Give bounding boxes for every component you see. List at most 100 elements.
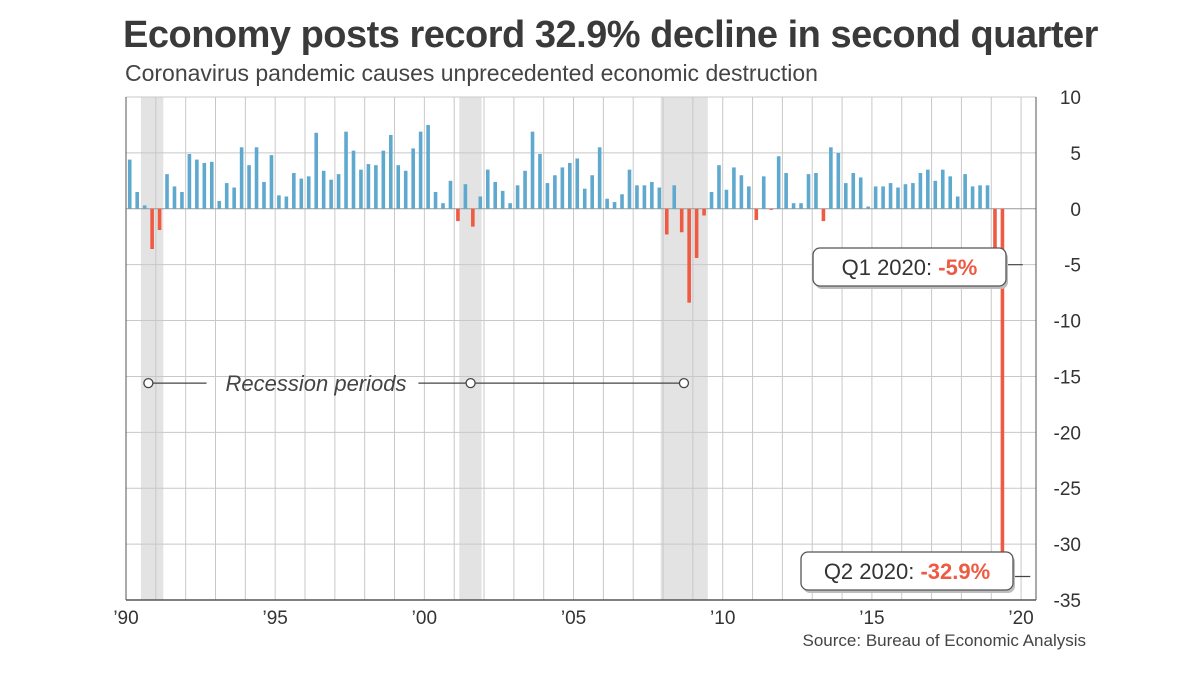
- gdp-bar: [597, 147, 602, 209]
- gdp-bar: [262, 181, 266, 209]
- gdp-bar: [963, 174, 967, 209]
- gdp-bar: [150, 208, 154, 250]
- gdp-bar: [664, 208, 669, 235]
- gdp-bar: [299, 178, 304, 209]
- gdp-bar: [321, 170, 326, 209]
- gdp-bar: [478, 196, 483, 209]
- gdp-bar: [441, 203, 445, 209]
- gdp-bar: [284, 196, 289, 209]
- x-tick-label: ’10: [710, 608, 735, 629]
- q1-2020-callout-value: -5%: [938, 255, 977, 280]
- y-tick-label: -20: [1054, 423, 1081, 444]
- recession-shading-layer: [140, 97, 708, 600]
- recession-marker: [143, 378, 154, 389]
- y-tick-label: 10: [1060, 88, 1081, 109]
- gdp-bar: [612, 202, 617, 209]
- gdp-bar: [471, 208, 475, 227]
- gdp-bar: [217, 200, 222, 209]
- gdp-bar: [687, 208, 691, 303]
- gdp-bar: [814, 173, 818, 209]
- gdp-bar: [791, 203, 796, 209]
- x-tick-label: ’95: [263, 608, 288, 629]
- gdp-bar: [157, 208, 162, 231]
- gdp-bar: [627, 169, 632, 209]
- gdp-bar: [329, 179, 333, 209]
- x-tick-label: ’00: [412, 608, 437, 629]
- gdp-bar: [940, 169, 945, 209]
- gdp-bar: [202, 162, 207, 209]
- gdp-bar: [530, 131, 535, 209]
- gdp-bar: [732, 167, 736, 209]
- gdp-bar: [560, 167, 565, 209]
- gdp-bar: [403, 170, 408, 209]
- q2-2020-callout-label: Q2 2020: -32.9%: [824, 559, 990, 584]
- gdp-bar: [836, 152, 841, 209]
- gdp-bar: [881, 186, 885, 209]
- gdp-bar: [821, 208, 826, 222]
- gdp-bar: [702, 208, 706, 216]
- q2-2020-callout-box: [800, 551, 1014, 591]
- gdp-bar: [433, 192, 438, 209]
- gdp-bar: [500, 190, 505, 209]
- gdp-bar: [195, 159, 199, 209]
- gdp-bar: [806, 174, 811, 209]
- gdp-bar: [776, 156, 781, 209]
- q1-2020-callout-box: [812, 247, 1007, 287]
- gdp-bar: [523, 170, 527, 209]
- gdp-bar: [672, 185, 677, 209]
- gdp-bar: [314, 132, 319, 209]
- gdp-bar: [590, 175, 594, 209]
- gdp-bar: [142, 205, 147, 209]
- gdp-bar: [933, 180, 938, 209]
- grid-layer: [125, 96, 1036, 601]
- gdp-bar: [224, 183, 229, 209]
- gdp-bar: [642, 185, 647, 209]
- recession-periods-label: Recession periods: [226, 371, 407, 396]
- gdp-bar: [448, 180, 453, 209]
- gdp-bar: [545, 183, 550, 209]
- gdp-bar: [127, 159, 132, 209]
- gdp-bar: [829, 147, 833, 209]
- gdp-bar: [515, 185, 520, 209]
- gdp-bar: [292, 173, 296, 209]
- gdp-bar: [388, 135, 393, 209]
- gdp-bar: [650, 181, 654, 209]
- y-tick-label: 5: [1070, 144, 1081, 165]
- gdp-bar: [858, 177, 863, 209]
- recession-band: [660, 97, 708, 600]
- y-tick-label: 0: [1070, 200, 1081, 221]
- recession-band: [459, 97, 482, 600]
- gdp-bar: [694, 208, 699, 258]
- gdp-bar: [799, 203, 803, 209]
- gdp-bar: [739, 175, 744, 209]
- y-tick-label: -10: [1054, 312, 1081, 333]
- gdp-bar: [978, 185, 982, 209]
- gdp-bar: [336, 174, 341, 209]
- annotation-layer: 10 5 0 -5 -10 -15 -20 -25 -30 -35 ’90 ’95 ’00 ’05 ’10 ’…: [113, 88, 1081, 629]
- gdp-bar: [851, 173, 856, 209]
- bar-layer: [127, 124, 1005, 577]
- gdp-bar: [582, 188, 587, 209]
- gdp-bar: [717, 165, 721, 209]
- gdp-bar: [635, 185, 639, 209]
- y-tick-label: -15: [1054, 367, 1081, 388]
- recession-marker: [678, 378, 690, 389]
- gdp-bar: [568, 162, 572, 209]
- x-tick-label: ’20: [1008, 608, 1033, 629]
- axis-layer: [125, 97, 1037, 601]
- gdp-bar: [1000, 208, 1005, 577]
- chart-subtitle: Coronavirus pandemic causes unprecedente…: [125, 60, 818, 86]
- gdp-bar: [724, 189, 729, 209]
- gdp-bar: [747, 186, 751, 209]
- gdp-bar: [239, 147, 244, 209]
- gdp-bar: [784, 173, 788, 209]
- gdp-bar: [985, 185, 990, 209]
- gdp-bar: [359, 169, 363, 209]
- gdp-bar: [508, 203, 512, 209]
- gdp-bar: [396, 165, 401, 209]
- gdp-bar: [374, 165, 378, 209]
- gdp-bar: [903, 184, 908, 209]
- q2-2020-callout-prefix: Q2 2020:: [824, 559, 921, 584]
- gdp-bar: [135, 192, 139, 209]
